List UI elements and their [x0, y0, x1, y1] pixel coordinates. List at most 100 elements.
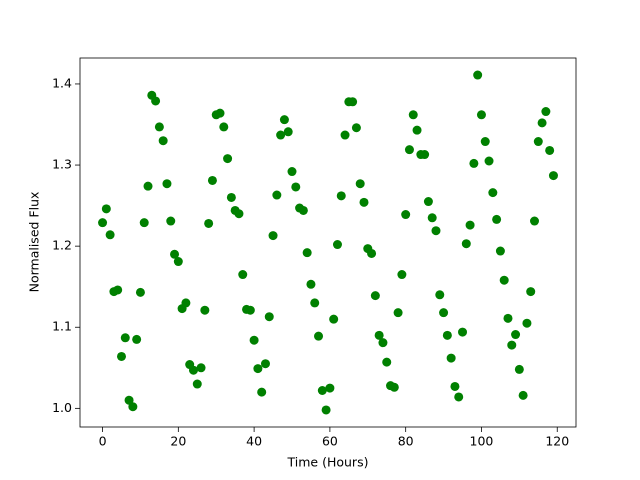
- point: [439, 308, 449, 318]
- point: [196, 363, 206, 373]
- point: [408, 110, 418, 120]
- point: [219, 122, 229, 132]
- x-tick-label: 40: [246, 434, 262, 449]
- point: [393, 308, 403, 318]
- point: [435, 290, 445, 300]
- point: [495, 246, 505, 256]
- point: [124, 395, 134, 405]
- point: [427, 213, 437, 223]
- x-tick-label: 20: [170, 434, 186, 449]
- point: [530, 216, 540, 226]
- point: [332, 240, 342, 250]
- point: [484, 156, 494, 166]
- y-tick-label: 1.0: [52, 400, 72, 415]
- point: [355, 179, 365, 189]
- point: [113, 285, 123, 295]
- point: [348, 97, 358, 107]
- point: [166, 216, 176, 226]
- point: [257, 387, 267, 397]
- point: [526, 287, 536, 297]
- point: [548, 171, 558, 181]
- point: [511, 330, 521, 340]
- x-axis-label: Time (Hours): [287, 455, 369, 470]
- point: [518, 390, 528, 400]
- point: [151, 96, 161, 106]
- point: [128, 402, 138, 412]
- point: [249, 335, 259, 345]
- point: [291, 182, 301, 192]
- point: [351, 123, 361, 133]
- point: [412, 125, 422, 135]
- point: [158, 136, 168, 146]
- point: [105, 230, 115, 240]
- point: [132, 334, 142, 344]
- point: [139, 218, 149, 228]
- point: [98, 218, 108, 228]
- point: [325, 383, 335, 393]
- point: [188, 365, 198, 375]
- point: [306, 279, 316, 289]
- point: [480, 137, 490, 147]
- point: [507, 340, 517, 350]
- point: [359, 197, 369, 207]
- point: [223, 154, 233, 164]
- point: [154, 122, 164, 132]
- point: [116, 351, 126, 361]
- point: [545, 145, 555, 155]
- point: [503, 313, 513, 323]
- point: [329, 314, 339, 324]
- point: [420, 150, 430, 160]
- point: [101, 204, 111, 214]
- point: [397, 270, 407, 280]
- point: [234, 209, 244, 219]
- point: [135, 287, 145, 297]
- point: [260, 359, 270, 369]
- point: [541, 107, 551, 117]
- point: [215, 108, 225, 118]
- point: [226, 192, 236, 202]
- point: [401, 210, 411, 220]
- point: [276, 130, 286, 140]
- point: [382, 357, 392, 367]
- point: [454, 392, 464, 402]
- point: [389, 382, 399, 392]
- y-axis-label: Normalised Flux: [27, 192, 42, 293]
- y-tick-label: 1.1: [52, 319, 72, 334]
- point: [461, 239, 471, 249]
- point: [446, 353, 456, 363]
- point: [143, 181, 153, 191]
- point: [336, 191, 346, 201]
- point: [298, 205, 308, 215]
- point: [173, 257, 183, 267]
- point: [268, 231, 278, 241]
- x-tick-label: 60: [322, 434, 338, 449]
- x-tick-label: 80: [398, 434, 414, 449]
- point: [287, 167, 297, 177]
- point: [473, 70, 483, 80]
- point: [370, 291, 380, 301]
- point: [170, 249, 180, 259]
- point: [340, 130, 350, 140]
- point: [314, 331, 324, 341]
- y-tick-label: 1.2: [52, 238, 72, 253]
- point: [367, 248, 377, 258]
- point: [476, 110, 486, 120]
- point: [537, 118, 547, 128]
- axes-frame: [79, 57, 577, 428]
- point: [469, 158, 479, 168]
- point: [283, 127, 293, 137]
- point: [374, 330, 384, 340]
- point: [162, 179, 172, 189]
- point: [522, 318, 532, 328]
- point: [423, 197, 433, 207]
- x-tick-label: 120: [545, 434, 569, 449]
- point: [181, 298, 191, 308]
- y-tick-label: 1.3: [52, 157, 72, 172]
- point: [450, 381, 460, 391]
- point: [120, 333, 130, 343]
- point: [192, 379, 202, 389]
- point: [458, 327, 468, 337]
- point: [204, 218, 214, 228]
- point: [465, 220, 475, 230]
